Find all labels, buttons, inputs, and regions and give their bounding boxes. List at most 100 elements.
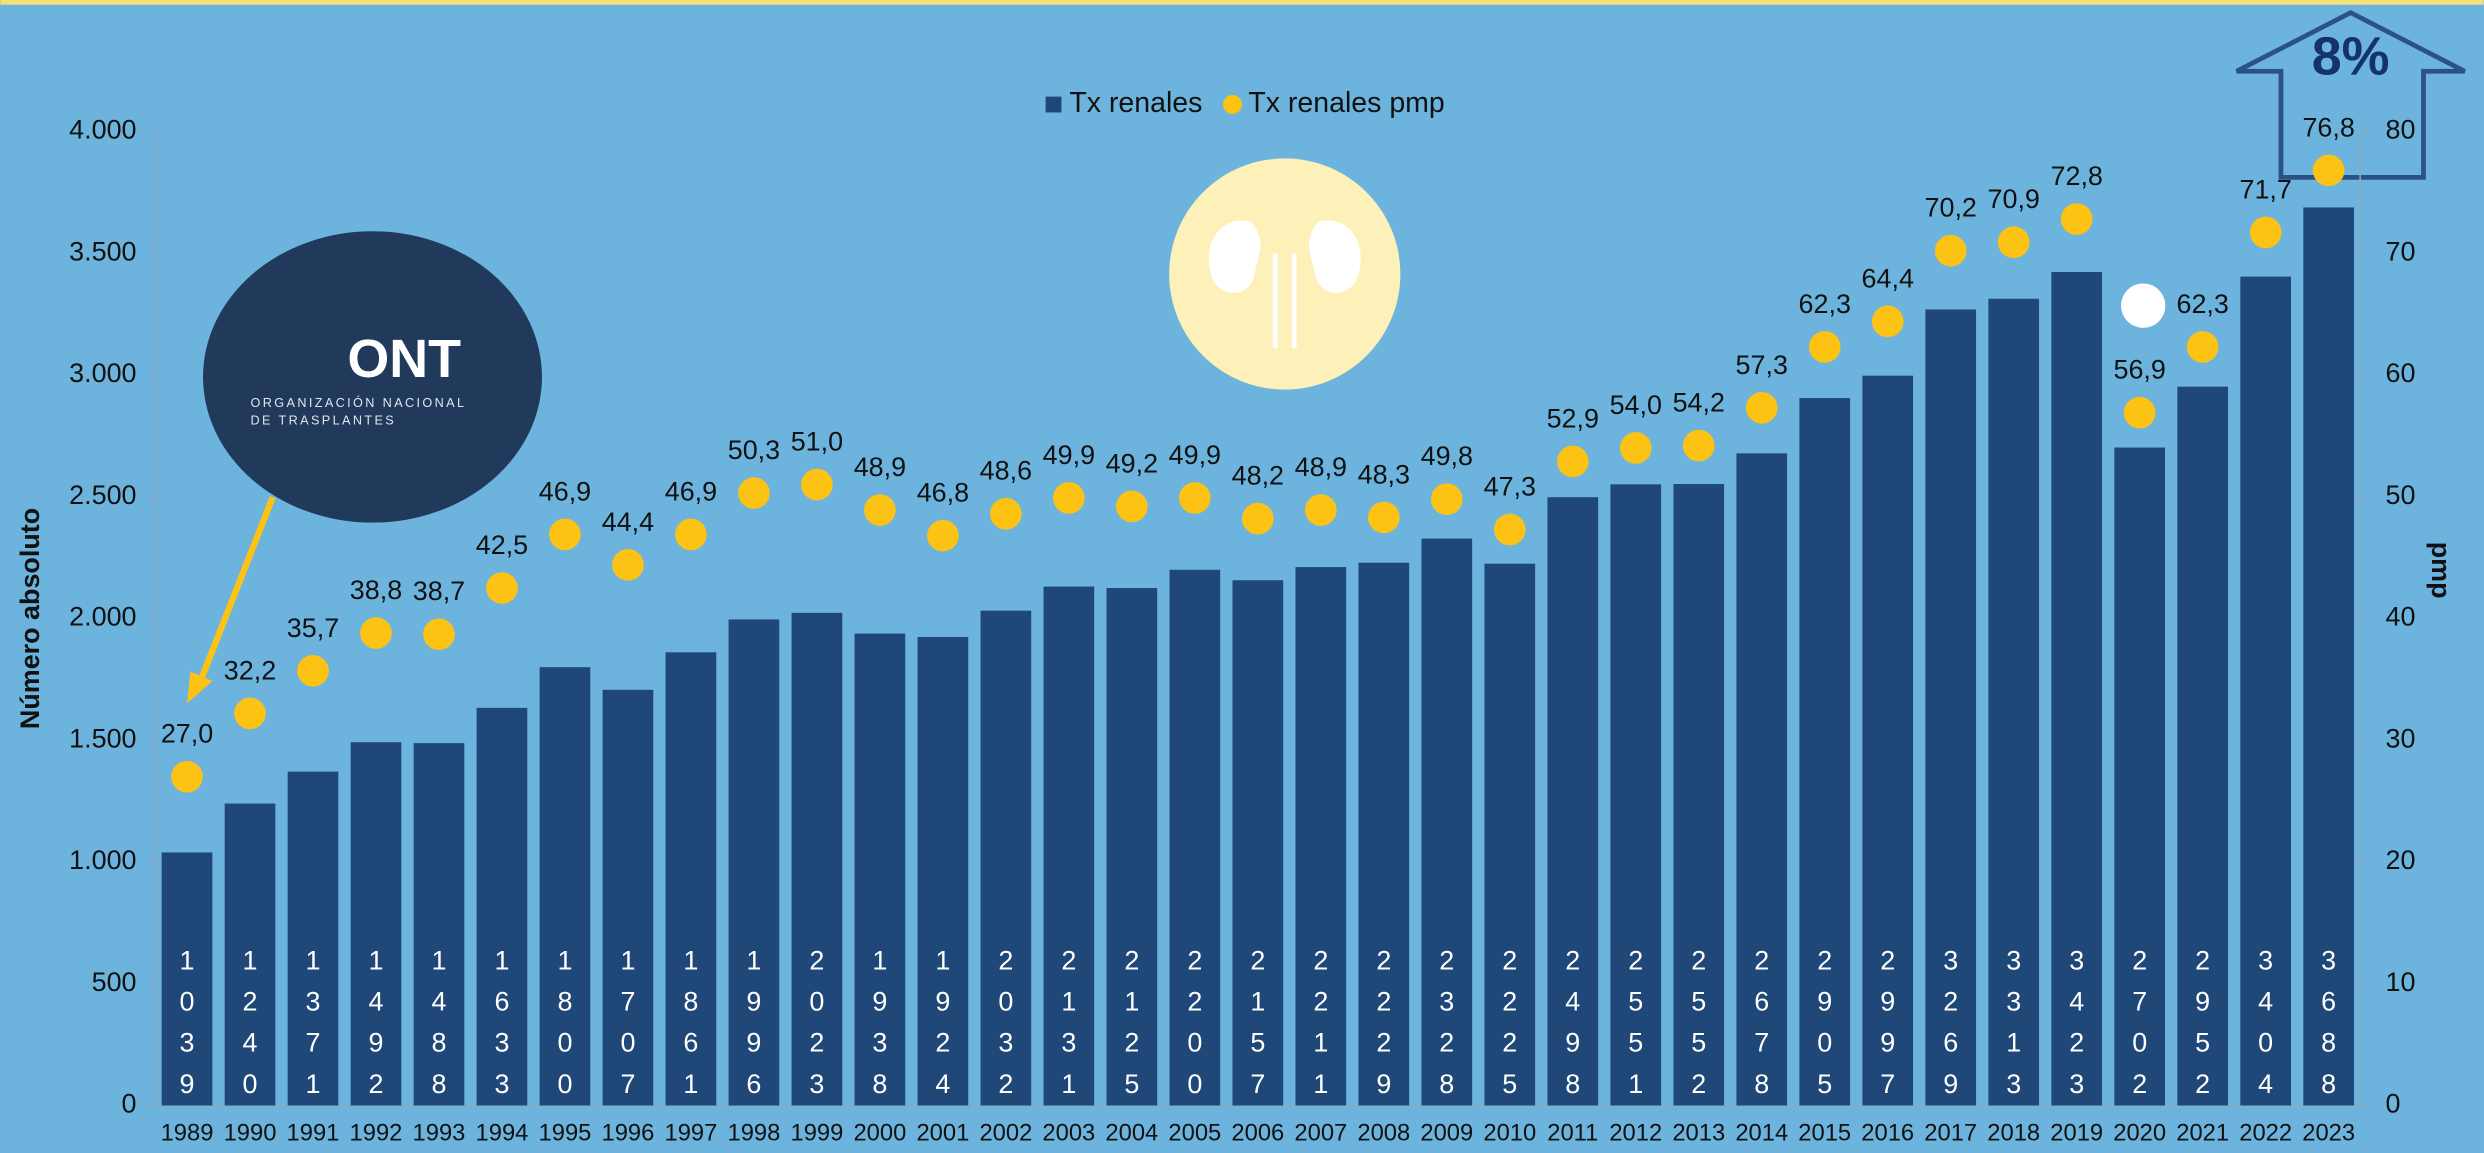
bar-value-label: 1240 — [235, 946, 265, 1110]
x-tick-label: 2006 — [1231, 1119, 1284, 1146]
dot — [2123, 396, 2156, 429]
bar — [2303, 207, 2355, 1106]
dot — [549, 518, 581, 551]
dot-value-label: 38,8 — [350, 575, 402, 605]
dot-value-label: 46,8 — [917, 478, 969, 508]
x-tick-label: 2010 — [1483, 1119, 1536, 1146]
dot — [1179, 482, 1211, 514]
y2-tick-label: 10 — [2385, 967, 2415, 997]
x-tick-label: 2015 — [1798, 1119, 1851, 1146]
bar-value-label: 3313 — [1999, 946, 2029, 1110]
x-tick-label: 1992 — [350, 1119, 403, 1146]
dot — [1053, 482, 1085, 514]
bar-value-label: 2552 — [1684, 946, 1714, 1110]
y-tick-label: 2.500 — [69, 480, 136, 510]
legend-label: Tx renales pmp — [1248, 87, 1444, 119]
y-tick-label: 1.500 — [69, 723, 136, 753]
x-tick-label: 1993 — [413, 1119, 466, 1146]
dot — [2249, 216, 2282, 249]
dot-value-label: 48,6 — [980, 456, 1032, 486]
bar — [2177, 386, 2229, 1106]
x-tick-label: 2005 — [1168, 1119, 1221, 1146]
y-tick-label: 4.000 — [69, 115, 136, 145]
legend-swatch — [1045, 96, 1062, 113]
annotation: 8% — [2312, 26, 2390, 86]
dot — [1242, 502, 1274, 535]
dot-value-label: 56,9 — [2114, 355, 2166, 385]
y-tick-label: 2.000 — [69, 602, 136, 632]
bar-value-label: 3404 — [2251, 946, 2281, 1110]
x-tick-label: 2023 — [2302, 1119, 2355, 1146]
dot-value-label: 64,4 — [1862, 263, 1914, 293]
x-tick-label: 2007 — [1294, 1119, 1347, 1146]
bar-value-label: 1371 — [298, 946, 328, 1110]
y-tick-label: 0 — [122, 1089, 137, 1119]
bar — [1799, 398, 1851, 1106]
dot — [1682, 429, 1715, 462]
bar — [161, 852, 213, 1106]
bar — [350, 742, 402, 1106]
dot — [927, 519, 959, 552]
bar — [476, 707, 528, 1106]
dot-value-label: 70,2 — [1925, 193, 1977, 223]
dot-value-label: 76,8 — [2302, 112, 2354, 142]
bar-value-label: 1039 — [172, 946, 202, 1110]
x-tick-label: 2022 — [2239, 1119, 2292, 1146]
x-tick-label: 2016 — [1861, 1119, 1914, 1146]
dot — [171, 760, 203, 793]
bar-value-label: 1996 — [739, 946, 769, 1110]
x-tick-label: 1995 — [539, 1119, 592, 1146]
dot-value-label: 47,3 — [1484, 472, 1536, 502]
dot — [486, 572, 518, 604]
x-tick-label: 1990 — [224, 1119, 277, 1146]
bar-value-label: 2702 — [2125, 946, 2155, 1110]
dot — [1934, 234, 1967, 267]
logo-bubble — [203, 231, 542, 523]
bar — [791, 612, 843, 1106]
x-tick-label: 2017 — [1924, 1119, 1977, 1146]
bar — [1484, 563, 1536, 1106]
dot-value-label: 72,8 — [2051, 161, 2103, 191]
bar — [854, 633, 906, 1106]
x-tick-label: 2012 — [1609, 1119, 1662, 1146]
bar-value-label: 2200 — [1180, 946, 1210, 1110]
dot — [801, 468, 833, 501]
bar-value-label: 2498 — [1558, 946, 1588, 1110]
y-tick-label: 500 — [92, 967, 137, 997]
x-tick-label: 2019 — [2050, 1119, 2103, 1146]
dot-value-label: 50,3 — [728, 435, 780, 465]
bar — [1421, 538, 1473, 1106]
y2-tick-label: 60 — [2385, 358, 2415, 388]
bar — [1925, 309, 1977, 1106]
bar — [1043, 586, 1095, 1106]
bar — [1169, 569, 1221, 1106]
bar-value-label: 1488 — [424, 946, 454, 1110]
bar-value-label: 2952 — [2188, 946, 2218, 1110]
dot — [1745, 391, 1778, 424]
bar-value-label: 1800 — [550, 946, 580, 1110]
dot — [234, 697, 266, 730]
x-tick-label: 2004 — [1105, 1119, 1158, 1146]
bar — [1673, 484, 1725, 1106]
ureter — [1272, 253, 1297, 349]
logo-arrow-head — [187, 671, 213, 704]
dot-value-label: 49,9 — [1169, 440, 1221, 470]
y2-tick-label: 30 — [2385, 723, 2415, 753]
legend-label: Tx renales — [1069, 87, 1202, 119]
bar-value-label: 2131 — [1054, 946, 1084, 1110]
bar-value-label: 3423 — [2062, 946, 2092, 1110]
bar — [2114, 447, 2166, 1106]
bar — [2240, 276, 2292, 1106]
dot — [2186, 331, 2219, 363]
dot — [864, 494, 896, 526]
bar-value-label: 2997 — [1873, 946, 1903, 1110]
bar — [1106, 588, 1158, 1106]
y2-tick-label: 0 — [2385, 1089, 2400, 1119]
bar — [1232, 580, 1284, 1106]
dot — [360, 617, 392, 649]
top-border — [0, 0, 2484, 5]
dot — [1304, 494, 1337, 526]
y2-tick-label: 40 — [2385, 602, 2415, 632]
dot-value-label: 27,0 — [161, 719, 213, 749]
dot-value-label: 46,9 — [665, 476, 717, 506]
